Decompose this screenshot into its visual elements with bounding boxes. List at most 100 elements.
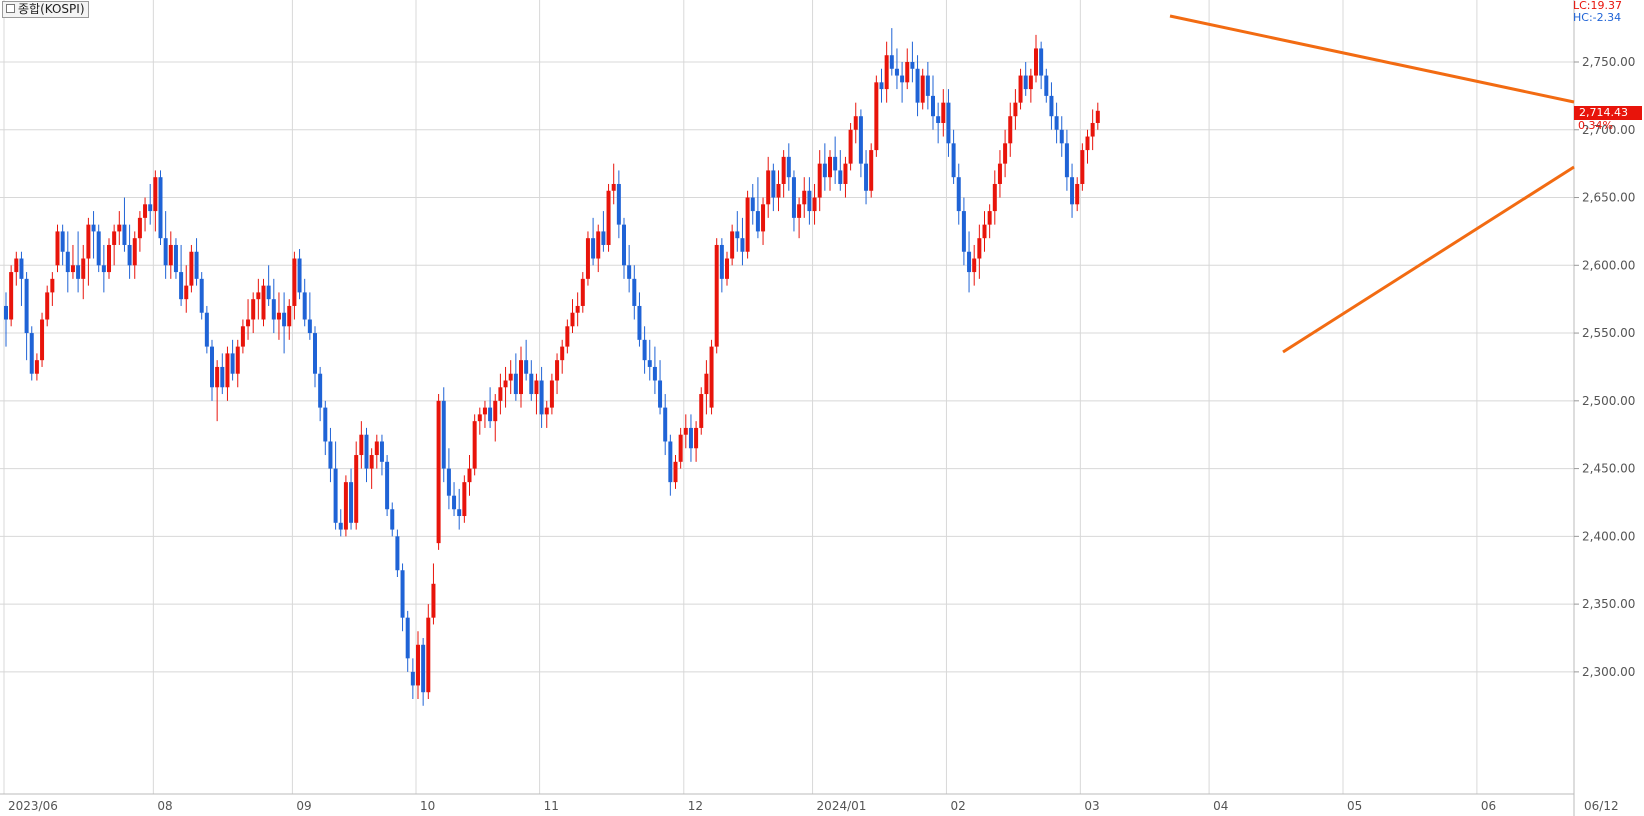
candle[interactable] bbox=[606, 183, 611, 252]
candle[interactable] bbox=[519, 346, 523, 408]
candle[interactable] bbox=[1085, 129, 1090, 164]
candle[interactable] bbox=[622, 217, 626, 279]
candle[interactable] bbox=[766, 156, 771, 218]
candle[interactable] bbox=[194, 238, 199, 286]
candle[interactable] bbox=[627, 244, 632, 293]
candle[interactable] bbox=[1075, 177, 1080, 212]
candle[interactable] bbox=[117, 211, 122, 245]
candle[interactable] bbox=[652, 346, 657, 395]
candle[interactable] bbox=[153, 170, 158, 232]
candle[interactable] bbox=[143, 197, 148, 232]
candle[interactable] bbox=[1023, 62, 1028, 96]
candle[interactable] bbox=[1049, 82, 1054, 130]
candle[interactable] bbox=[1059, 116, 1064, 157]
candle[interactable] bbox=[802, 177, 807, 218]
candle[interactable] bbox=[570, 299, 575, 334]
candle[interactable] bbox=[173, 238, 178, 279]
candle[interactable] bbox=[163, 211, 168, 279]
candle[interactable] bbox=[127, 224, 132, 279]
candle[interactable] bbox=[668, 434, 673, 496]
candle[interactable] bbox=[647, 339, 652, 381]
upper-trendline[interactable] bbox=[1169, 14, 1575, 104]
candle[interactable] bbox=[282, 292, 287, 354]
candle[interactable] bbox=[276, 292, 281, 340]
candle[interactable] bbox=[318, 366, 323, 422]
candle[interactable] bbox=[60, 224, 65, 266]
candle[interactable] bbox=[225, 346, 230, 401]
candle[interactable] bbox=[204, 305, 209, 354]
candle[interactable] bbox=[874, 75, 879, 157]
candle[interactable] bbox=[462, 475, 467, 523]
candle[interactable] bbox=[1034, 34, 1038, 83]
candle[interactable] bbox=[565, 319, 570, 354]
candle[interactable] bbox=[781, 150, 786, 198]
candle[interactable] bbox=[601, 211, 606, 252]
candle[interactable] bbox=[817, 150, 822, 212]
candle[interactable] bbox=[683, 414, 688, 449]
candle[interactable] bbox=[122, 197, 127, 252]
candle[interactable] bbox=[596, 224, 601, 273]
candle[interactable] bbox=[946, 89, 951, 157]
candle[interactable] bbox=[1070, 163, 1075, 218]
candle[interactable] bbox=[256, 278, 261, 320]
candle[interactable] bbox=[848, 122, 853, 171]
candle[interactable] bbox=[941, 89, 946, 137]
candle[interactable] bbox=[91, 211, 96, 259]
candle[interactable] bbox=[920, 68, 925, 110]
candle[interactable] bbox=[982, 211, 987, 252]
candle[interactable] bbox=[271, 278, 276, 334]
candle[interactable] bbox=[86, 217, 91, 286]
candle[interactable] bbox=[884, 41, 889, 103]
candle[interactable] bbox=[96, 224, 101, 273]
candle[interactable] bbox=[354, 441, 359, 530]
candle[interactable] bbox=[544, 400, 549, 428]
candle[interactable] bbox=[534, 373, 539, 415]
candle[interactable] bbox=[714, 238, 719, 354]
candle[interactable] bbox=[1028, 68, 1033, 103]
candle[interactable] bbox=[642, 326, 647, 374]
candle[interactable] bbox=[168, 231, 173, 279]
candle[interactable] bbox=[76, 231, 81, 293]
candle[interactable] bbox=[493, 394, 498, 442]
candle[interactable] bbox=[1044, 68, 1049, 103]
candle[interactable] bbox=[776, 170, 781, 212]
candle[interactable] bbox=[663, 394, 668, 456]
candle[interactable] bbox=[179, 244, 184, 306]
candle[interactable] bbox=[467, 455, 472, 496]
candle[interactable] bbox=[833, 136, 838, 184]
candle[interactable] bbox=[4, 292, 8, 347]
candle[interactable] bbox=[395, 529, 400, 578]
candle[interactable] bbox=[359, 421, 364, 469]
candle[interactable] bbox=[755, 177, 760, 239]
candle[interactable] bbox=[70, 244, 75, 279]
candle[interactable] bbox=[791, 170, 796, 232]
candle[interactable] bbox=[1090, 109, 1095, 151]
candle[interactable] bbox=[266, 265, 271, 306]
candle[interactable] bbox=[725, 251, 729, 286]
candle[interactable] bbox=[709, 339, 714, 415]
candle[interactable] bbox=[678, 427, 683, 469]
candle[interactable] bbox=[81, 244, 86, 300]
candle[interactable] bbox=[956, 163, 961, 225]
candle[interactable] bbox=[931, 75, 935, 130]
candle[interactable] bbox=[797, 197, 802, 239]
candle[interactable] bbox=[699, 387, 704, 435]
candle[interactable] bbox=[313, 326, 317, 388]
candle[interactable] bbox=[287, 299, 292, 340]
candle[interactable] bbox=[369, 448, 374, 489]
candle[interactable] bbox=[472, 414, 477, 476]
candle[interactable] bbox=[1080, 143, 1085, 191]
candle[interactable] bbox=[560, 339, 565, 374]
candle[interactable] bbox=[421, 638, 426, 706]
candle[interactable] bbox=[210, 339, 214, 401]
candle[interactable] bbox=[19, 251, 24, 306]
candle[interactable] bbox=[400, 563, 405, 632]
candle[interactable] bbox=[240, 319, 245, 354]
candle[interactable] bbox=[215, 360, 220, 422]
candle[interactable] bbox=[364, 427, 369, 483]
candle[interactable] bbox=[812, 183, 817, 225]
candle[interactable] bbox=[488, 387, 493, 428]
candle[interactable] bbox=[426, 604, 431, 699]
candle[interactable] bbox=[585, 231, 590, 286]
